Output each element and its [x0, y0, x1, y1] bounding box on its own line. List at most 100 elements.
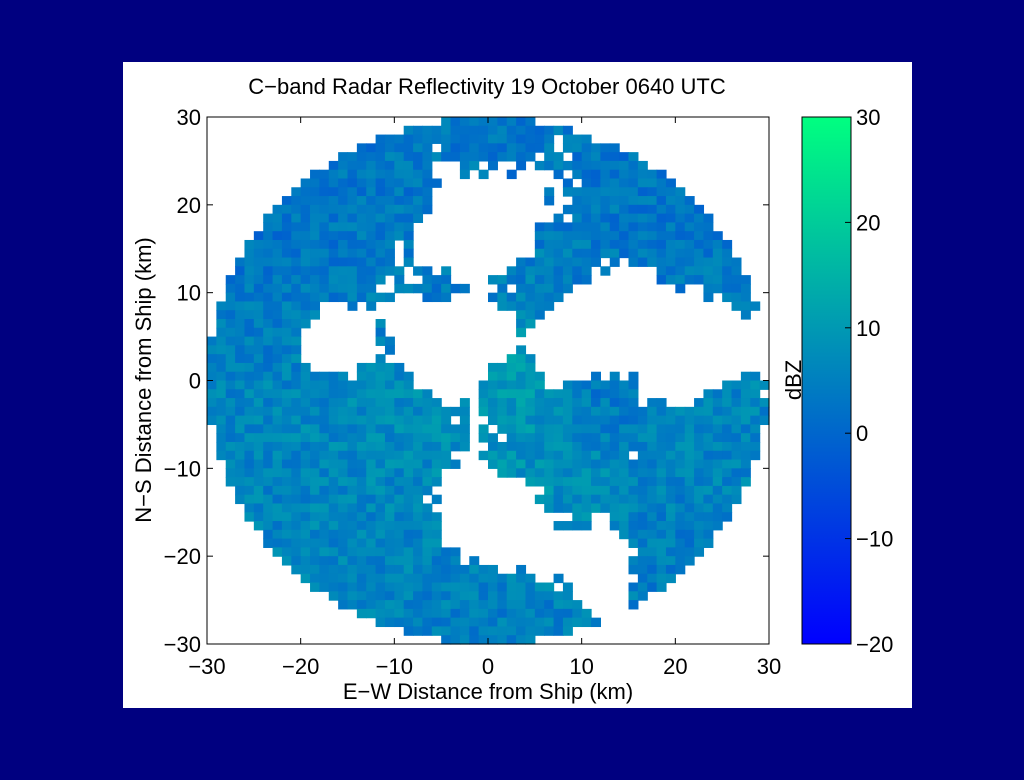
reflectivity-cell: [581, 441, 592, 452]
reflectivity-cell: [375, 239, 386, 250]
reflectivity-cell: [488, 398, 498, 408]
reflectivity-cell: [281, 239, 292, 250]
y-axis-label: N−S Distance from Ship (km): [131, 237, 156, 522]
reflectivity-cell: [525, 117, 536, 127]
reflectivity-cell: [600, 433, 611, 443]
reflectivity-cell: [356, 406, 367, 417]
reflectivity-cell: [272, 213, 283, 223]
reflectivity-cell: [572, 468, 583, 478]
reflectivity-cell: [272, 503, 283, 513]
reflectivity-cell: [469, 582, 480, 592]
reflectivity-cell: [553, 152, 564, 162]
reflectivity-cell: [609, 213, 620, 223]
reflectivity-cell: [572, 512, 583, 522]
reflectivity-cell: [665, 266, 676, 276]
reflectivity-cell: [441, 582, 452, 592]
reflectivity-cell: [319, 424, 330, 434]
reflectivity-cell: [384, 459, 395, 469]
reflectivity-cell: [553, 450, 564, 461]
reflectivity-cell: [375, 573, 386, 584]
reflectivity-cell: [534, 301, 545, 311]
reflectivity-cell: [600, 152, 611, 162]
reflectivity-cell: [281, 231, 292, 241]
reflectivity-cell: [319, 485, 330, 496]
reflectivity-cell: [328, 468, 339, 478]
reflectivity-cell: [394, 213, 405, 223]
reflectivity-cell: [300, 503, 311, 513]
reflectivity-cell: [628, 512, 639, 522]
reflectivity-cell: [694, 485, 705, 496]
reflectivity-cell: [366, 547, 377, 557]
reflectivity-cell: [328, 433, 339, 443]
reflectivity-cell: [375, 187, 386, 197]
reflectivity-cell: [319, 521, 330, 531]
y-tick-label: −10: [164, 456, 201, 481]
reflectivity-cell: [581, 248, 592, 259]
reflectivity-cell: [469, 600, 480, 610]
reflectivity-cell: [300, 406, 311, 417]
reflectivity-cell: [366, 169, 377, 180]
reflectivity-cell: [394, 538, 405, 548]
reflectivity-cell: [291, 406, 302, 417]
reflectivity-cell: [366, 415, 377, 426]
reflectivity-cell: [366, 213, 377, 223]
reflectivity-cell: [413, 626, 424, 636]
reflectivity-cell: [413, 547, 424, 557]
reflectivity-cell: [413, 485, 424, 496]
reflectivity-cell: [291, 538, 302, 548]
reflectivity-cell: [272, 266, 283, 276]
reflectivity-cell: [319, 231, 330, 241]
reflectivity-cell: [347, 529, 358, 540]
reflectivity-cell: [356, 204, 367, 215]
reflectivity-cell: [310, 547, 320, 557]
reflectivity-cell: [703, 213, 714, 223]
reflectivity-cell: [656, 582, 667, 592]
reflectivity-cell: [665, 187, 676, 197]
reflectivity-cell: [562, 626, 573, 636]
reflectivity-cell: [431, 468, 442, 478]
reflectivity-cell: [347, 521, 358, 531]
reflectivity-cell: [291, 187, 302, 197]
reflectivity-cell: [619, 204, 630, 215]
reflectivity-cell: [281, 371, 292, 382]
reflectivity-cell: [263, 222, 274, 232]
reflectivity-cell: [300, 275, 311, 285]
reflectivity-cell: [525, 257, 536, 267]
reflectivity-cell: [488, 600, 498, 610]
reflectivity-cell: [562, 187, 573, 197]
reflectivity-cell: [384, 556, 395, 566]
reflectivity-cell: [722, 485, 733, 496]
reflectivity-cell: [600, 248, 611, 259]
colorbar: [801, 116, 852, 645]
reflectivity-cell: [544, 389, 555, 399]
reflectivity-cell: [703, 468, 714, 478]
reflectivity-cell: [300, 196, 311, 206]
reflectivity-cell: [684, 547, 695, 557]
reflectivity-cell: [637, 503, 648, 513]
reflectivity-cell: [366, 608, 377, 619]
reflectivity-cell: [572, 450, 583, 461]
reflectivity-cell: [581, 239, 592, 250]
reflectivity-cell: [469, 635, 480, 645]
reflectivity-cell: [253, 468, 264, 478]
reflectivity-cell: [338, 371, 349, 382]
reflectivity-cell: [609, 239, 620, 250]
reflectivity-cell: [619, 441, 630, 452]
reflectivity-cell: [384, 441, 395, 452]
reflectivity-cell: [637, 424, 648, 434]
reflectivity-cell: [609, 196, 620, 206]
reflectivity-cell: [225, 319, 236, 329]
reflectivity-cell: [665, 450, 676, 461]
reflectivity-cell: [544, 134, 555, 144]
reflectivity-cell: [356, 257, 367, 267]
reflectivity-cell: [300, 398, 311, 408]
reflectivity-cell: [544, 459, 555, 469]
reflectivity-cell: [300, 310, 311, 320]
reflectivity-cell: [403, 380, 414, 390]
reflectivity-cell: [394, 406, 405, 417]
reflectivity-cell: [450, 635, 461, 645]
reflectivity-cell: [347, 160, 358, 171]
reflectivity-cell: [384, 406, 395, 417]
reflectivity-cell: [600, 187, 611, 197]
reflectivity-cell: [338, 275, 349, 285]
